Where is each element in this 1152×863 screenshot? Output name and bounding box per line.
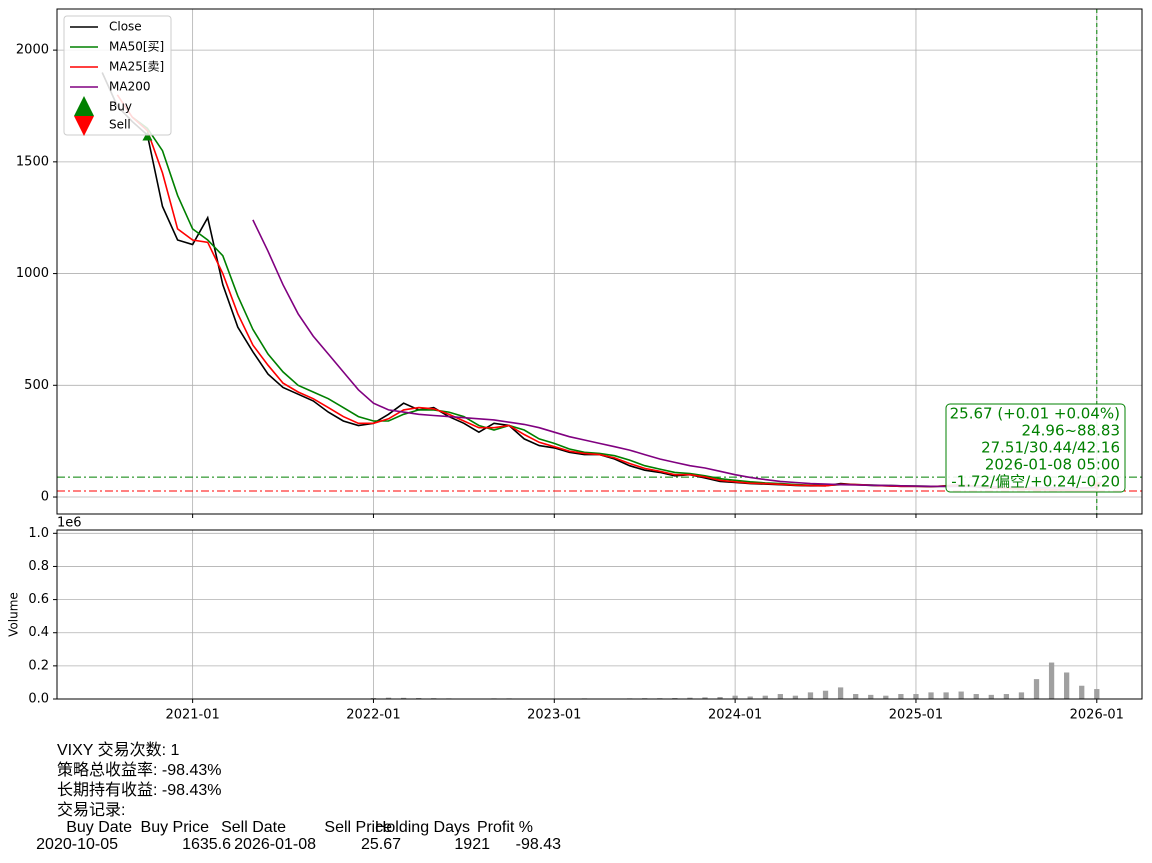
y-axis-label: Volume (7, 592, 21, 637)
trade-marker (142, 131, 153, 141)
y-tick-label: 1500 (16, 154, 49, 169)
volume-bar (853, 694, 859, 699)
y-tick-label: 0.6 (28, 592, 49, 607)
volume-bar (747, 696, 753, 699)
summary-line: 交易记录: (57, 801, 125, 819)
volume-bar (1048, 662, 1055, 699)
volume-bar (1033, 679, 1040, 699)
y-tick-label: 0.2 (28, 658, 49, 673)
volume-bar (1003, 694, 1010, 699)
volume-bar (822, 690, 829, 699)
volume-bar (717, 697, 723, 699)
plot-area (57, 9, 1142, 514)
axis-offset-label: 1e6 (57, 516, 82, 531)
table-header: Profit % (477, 819, 533, 836)
info-line: 24.96~88.83 (1022, 422, 1120, 440)
legend: Close MA50[买] MA25[卖] MA200 Buy Sell (63, 15, 172, 136)
volume-bar (762, 695, 768, 699)
table-header: Sell Date (221, 819, 286, 836)
y-tick-label: 2000 (16, 43, 49, 58)
volume-bar (988, 694, 994, 699)
volume-bar (958, 691, 964, 699)
volume-bar (868, 694, 874, 699)
volume-bar (973, 694, 979, 699)
y-tick-label: 500 (24, 378, 49, 393)
legend-box (63, 15, 172, 136)
legend-label: Buy (109, 100, 132, 114)
table-cell: 2026-01-08 (234, 836, 316, 853)
table-header: Buy Date (66, 819, 132, 836)
y-tick-label: 0 (41, 490, 49, 505)
summary-line: 策略总收益率: -98.43% (57, 761, 222, 779)
volume-bar (687, 697, 693, 699)
axes-frame (56, 529, 1143, 700)
y-tick-label: 0.0 (28, 692, 49, 707)
info-box: 25.67 (+0.01 +0.04%)24.96~88.8327.51/30.… (945, 403, 1126, 493)
volume-bar (807, 692, 814, 699)
volume-bar (883, 695, 889, 699)
volume-bar (732, 695, 738, 699)
info-line: 27.51/30.44/42.16 (981, 439, 1120, 457)
volume-bar (898, 694, 904, 699)
table-cell: -98.43 (516, 836, 561, 853)
volume-bar (792, 695, 799, 699)
x-tick-label: 2021-01 (165, 708, 219, 723)
legend-swatch (74, 116, 94, 136)
table-header: Sell Price (324, 819, 392, 836)
info-box-frame (945, 403, 1126, 493)
volume-bar (928, 692, 934, 699)
y-tick-label: 0.8 (28, 559, 49, 574)
y-tick-label: 0.4 (28, 625, 49, 640)
summary-line: VIXY 交易次数: 1 (57, 741, 180, 759)
legend-label: Sell (109, 118, 131, 132)
info-line: 2026-01-08 05:00 (985, 456, 1120, 474)
legend-label: MA200 (109, 80, 150, 94)
volume-bar (1094, 689, 1100, 699)
volume-bar (400, 697, 407, 699)
x-tick-label: 2024-01 (708, 708, 762, 723)
volume-bar (1079, 685, 1085, 699)
legend-label: Close (109, 20, 142, 34)
x-tick-label: 2023-01 (527, 708, 581, 723)
info-line: -1.72/偏空/+0.24/-0.20 (951, 473, 1120, 491)
y-tick-label: 1.0 (28, 526, 49, 541)
volume-bar (702, 697, 708, 699)
volume-bar (385, 697, 392, 699)
plot-area (340, 662, 1100, 699)
x-tick-label: 2025-01 (889, 708, 943, 723)
table-cell: 1921 (454, 836, 490, 853)
table-cell: 2020-10-05 (36, 836, 118, 853)
x-tick-label: 2022-01 (346, 708, 400, 723)
volume-bar (777, 694, 783, 699)
volume-bar (837, 687, 844, 699)
volume-bar (943, 692, 949, 699)
table-header: Holding Days (375, 819, 470, 836)
info-line: 25.67 (+0.01 +0.04%) (950, 405, 1120, 423)
volume-bar (1064, 672, 1070, 699)
y-tick-label: 1000 (16, 266, 49, 281)
summary-line: 长期持有收益: -98.43% (57, 781, 222, 799)
table-cell: 1635.6 (182, 836, 231, 853)
volume-bar (1018, 692, 1025, 699)
axes-frame (56, 8, 1143, 515)
legend-label: MA25[卖] (109, 60, 164, 74)
legend-label: MA50[买] (109, 40, 164, 54)
legend-swatch (74, 96, 94, 116)
x-tick-label: 2026-01 (1070, 708, 1124, 723)
volume-bar (913, 694, 919, 699)
table-cell: 25.67 (361, 836, 401, 853)
table-header: Buy Price (141, 819, 210, 836)
